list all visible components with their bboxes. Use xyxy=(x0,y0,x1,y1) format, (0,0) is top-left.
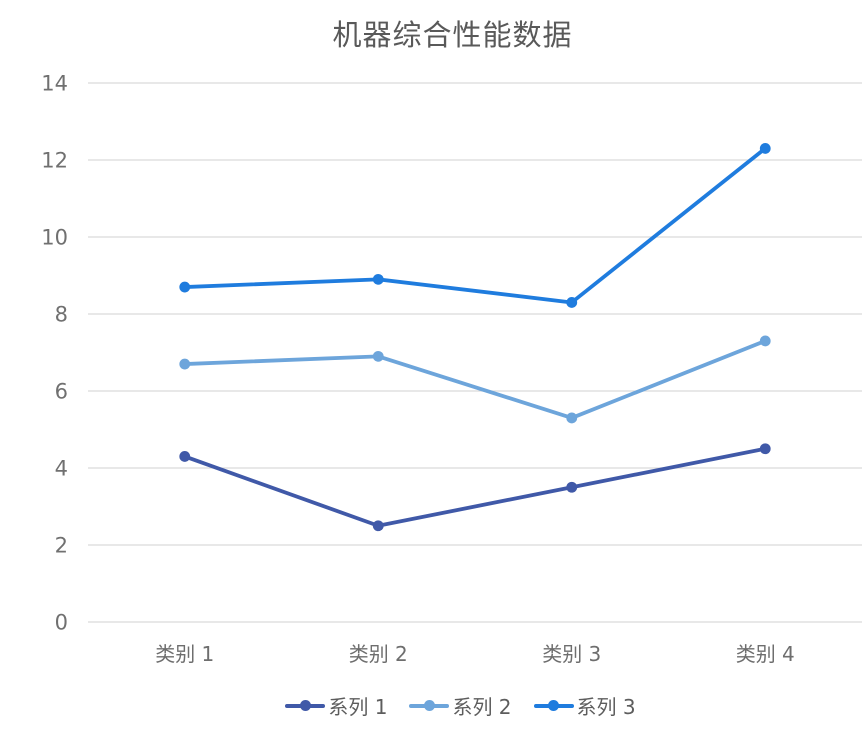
y-tick-label-12: 12 xyxy=(41,149,68,173)
series-1-point-2 xyxy=(372,520,384,532)
series-2-point-1 xyxy=(179,358,191,370)
x-category-label-1: 类别 1 xyxy=(155,642,214,666)
y-tick-label-6: 6 xyxy=(55,380,68,404)
series-2-line xyxy=(182,339,768,420)
y-tick-label-0: 0 xyxy=(55,611,68,635)
series-3-point-1 xyxy=(179,281,191,293)
series-3-line xyxy=(182,146,768,305)
legend-label-series-1: 系列 1 xyxy=(328,695,388,719)
y-tick-label-14: 14 xyxy=(41,72,68,96)
legend-item-series-3[interactable]: 系列 3 xyxy=(533,691,636,720)
series-2-legend-marker-icon xyxy=(409,700,450,712)
series-3-point-2 xyxy=(372,273,384,285)
legend-label-series-3: 系列 3 xyxy=(576,695,636,719)
series-1-line xyxy=(182,446,768,528)
y-tick-label-10: 10 xyxy=(41,226,68,250)
series-3-legend-marker-icon xyxy=(533,700,574,712)
legend-label-series-2: 系列 2 xyxy=(452,695,512,719)
series-3-point-3 xyxy=(566,297,578,308)
series-1-point-1 xyxy=(179,451,191,462)
x-category-label-3: 类别 3 xyxy=(542,642,601,666)
legend-item-series-2[interactable]: 系列 2 xyxy=(409,691,512,720)
y-tick-label-2: 2 xyxy=(55,534,68,558)
series-1-legend-marker-icon xyxy=(285,700,326,712)
series-1-point-4 xyxy=(759,443,771,455)
series-2-point-3 xyxy=(566,412,578,424)
chart-title: 机器综合性能数据 xyxy=(332,18,573,52)
series-1-point-3 xyxy=(566,481,578,493)
series-2-point-4 xyxy=(759,335,771,347)
x-category-label-2: 类别 2 xyxy=(349,642,408,666)
x-category-label-4: 类别 4 xyxy=(736,642,795,666)
series-2-point-2 xyxy=(372,350,384,362)
series-3-point-4 xyxy=(759,143,771,154)
legend: 系列 1 系列 2 系列 3 xyxy=(0,691,865,720)
y-tick-label-8: 8 xyxy=(55,303,68,327)
legend-item-series-1[interactable]: 系列 1 xyxy=(285,691,387,720)
y-tick-label-4: 4 xyxy=(55,457,68,481)
